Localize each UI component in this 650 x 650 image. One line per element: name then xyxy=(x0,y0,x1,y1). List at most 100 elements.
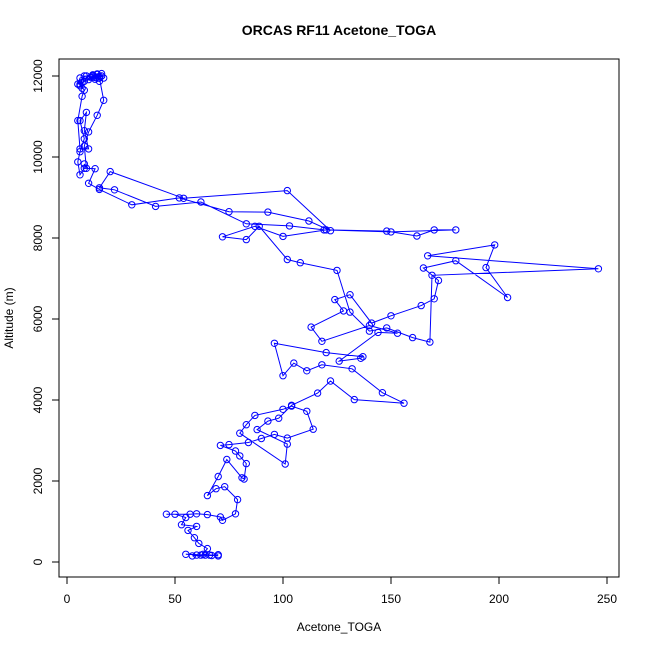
data-point xyxy=(74,116,82,125)
data-point xyxy=(203,491,212,500)
data-point xyxy=(225,208,233,216)
data-point xyxy=(203,510,212,519)
data-point xyxy=(594,265,603,273)
x-axis-label: Acetone_TOGA xyxy=(297,620,382,634)
y-tick-label: 2000 xyxy=(31,467,45,494)
data-point xyxy=(346,308,354,316)
data-point xyxy=(100,96,108,105)
data-point xyxy=(175,194,184,202)
data-point xyxy=(378,389,387,397)
data-point xyxy=(240,475,248,483)
data-point xyxy=(192,522,201,531)
data-point xyxy=(279,372,287,380)
data-point xyxy=(255,222,263,231)
data-point xyxy=(242,459,251,468)
x-tick-label: 0 xyxy=(64,592,71,606)
series-line xyxy=(76,73,599,557)
data-point xyxy=(251,222,259,231)
data-point xyxy=(482,263,490,272)
data-point xyxy=(223,455,231,464)
data-point xyxy=(80,164,89,173)
data-point xyxy=(199,550,207,558)
y-tick-label: 8000 xyxy=(31,224,45,251)
data-point xyxy=(290,359,298,367)
data-point xyxy=(413,232,421,240)
data-point xyxy=(452,226,460,234)
data-point xyxy=(303,407,311,415)
data-point xyxy=(190,534,199,542)
data-point xyxy=(503,293,512,302)
data-point xyxy=(365,321,374,330)
chart-title: ORCAS RF11 Acetone_TOGA xyxy=(242,22,437,38)
data-point xyxy=(84,128,93,136)
data-point xyxy=(82,108,91,117)
data-point xyxy=(80,135,89,143)
y-axis-label: Altitude (m) xyxy=(2,287,16,348)
data-point xyxy=(74,158,82,166)
data-point xyxy=(195,539,203,548)
data-point xyxy=(231,510,240,518)
data-point xyxy=(426,338,434,346)
data-point xyxy=(76,82,84,90)
data-point xyxy=(309,425,317,433)
data-point xyxy=(335,357,343,365)
data-point xyxy=(95,74,104,82)
data-point xyxy=(419,264,428,272)
data-point xyxy=(216,441,225,450)
data-point xyxy=(97,72,106,80)
data-point xyxy=(287,401,296,409)
data-point xyxy=(214,472,222,481)
data-point xyxy=(80,142,89,150)
data-point xyxy=(76,171,84,179)
data-point xyxy=(313,389,322,397)
data-point xyxy=(408,333,417,342)
data-point xyxy=(95,185,104,194)
data-point xyxy=(225,440,233,449)
y-tick-label: 6000 xyxy=(31,305,45,332)
data-point xyxy=(346,291,354,299)
data-point xyxy=(359,353,367,361)
data-point xyxy=(76,116,84,125)
data-point xyxy=(80,72,89,80)
data-point xyxy=(212,485,220,493)
data-point xyxy=(231,447,240,455)
data-point xyxy=(303,367,311,375)
data-point xyxy=(182,550,190,558)
data-point xyxy=(307,323,315,331)
x-tick-label: 250 xyxy=(597,592,617,606)
data-point xyxy=(285,222,294,230)
data-point xyxy=(162,510,171,518)
data-point xyxy=(264,208,272,216)
data-point xyxy=(387,312,395,320)
data-point xyxy=(424,252,432,260)
data-point xyxy=(322,348,330,357)
data-point xyxy=(221,483,229,491)
data-point xyxy=(326,377,335,385)
data-point xyxy=(78,84,86,92)
data-point xyxy=(283,440,291,448)
data-point xyxy=(218,516,227,524)
data-point xyxy=(430,295,438,303)
data-point xyxy=(218,233,227,241)
data-point xyxy=(367,319,376,327)
data-point xyxy=(179,194,188,203)
data-point xyxy=(434,276,443,285)
data-point xyxy=(264,417,272,425)
data-point xyxy=(383,324,391,332)
data-point xyxy=(283,186,291,195)
data-point xyxy=(192,510,201,518)
data-point xyxy=(350,395,358,404)
data-point xyxy=(93,111,101,120)
data-point xyxy=(283,255,291,264)
data-point xyxy=(242,421,251,429)
data-point xyxy=(452,257,460,265)
data-point xyxy=(430,226,438,234)
data-point xyxy=(279,405,287,413)
data-point xyxy=(348,365,356,373)
data-point xyxy=(374,328,382,337)
data-point xyxy=(171,510,179,518)
x-tick-label: 200 xyxy=(489,592,509,606)
data-point xyxy=(253,425,261,434)
data-point xyxy=(387,228,395,236)
